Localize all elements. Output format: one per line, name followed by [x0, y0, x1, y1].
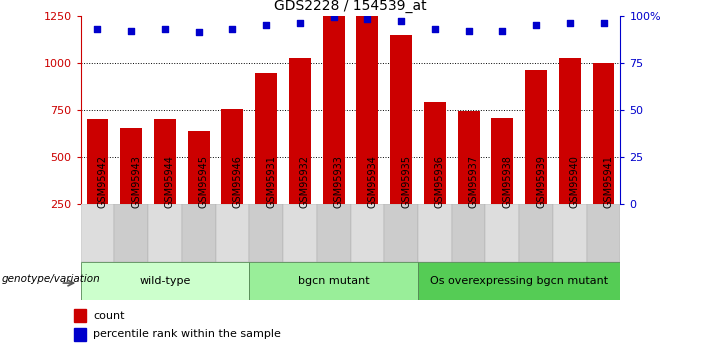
- Bar: [525, 70, 547, 204]
- Point: [598, 20, 609, 26]
- Bar: [182, 204, 216, 262]
- Text: GSM95936: GSM95936: [435, 155, 445, 208]
- Bar: [390, 35, 412, 204]
- Bar: [250, 262, 418, 300]
- Point: [531, 22, 542, 28]
- Bar: [74, 328, 86, 341]
- Text: count: count: [93, 310, 125, 321]
- Text: GSM95931: GSM95931: [266, 155, 276, 208]
- Title: GDS2228 / 154539_at: GDS2228 / 154539_at: [274, 0, 427, 13]
- Text: Os overexpressing bgcn mutant: Os overexpressing bgcn mutant: [430, 276, 608, 286]
- Point: [227, 26, 238, 31]
- Text: GSM95943: GSM95943: [131, 155, 141, 208]
- Bar: [216, 204, 250, 262]
- Text: percentile rank within the sample: percentile rank within the sample: [93, 329, 281, 339]
- Bar: [250, 204, 283, 262]
- Text: GSM95940: GSM95940: [570, 155, 580, 208]
- Bar: [255, 73, 277, 204]
- Point: [362, 17, 373, 22]
- Bar: [322, 0, 345, 204]
- Bar: [519, 204, 553, 262]
- Point: [294, 20, 306, 26]
- Bar: [350, 204, 384, 262]
- Bar: [222, 109, 243, 204]
- Bar: [451, 204, 485, 262]
- Bar: [81, 204, 114, 262]
- Text: bgcn mutant: bgcn mutant: [298, 276, 369, 286]
- Bar: [592, 63, 615, 204]
- Bar: [86, 119, 109, 204]
- Text: GSM95941: GSM95941: [604, 155, 613, 208]
- Text: wild-type: wild-type: [139, 276, 191, 286]
- Text: GSM95933: GSM95933: [334, 155, 343, 208]
- Point: [261, 22, 272, 28]
- Text: GSM95938: GSM95938: [503, 155, 512, 208]
- Bar: [418, 204, 451, 262]
- Bar: [121, 128, 142, 204]
- Bar: [458, 111, 479, 204]
- Text: GSM95935: GSM95935: [401, 155, 411, 208]
- Bar: [188, 131, 210, 204]
- Bar: [424, 102, 446, 204]
- Text: GSM95944: GSM95944: [165, 155, 175, 208]
- Bar: [491, 118, 513, 204]
- Text: GSM95946: GSM95946: [233, 155, 243, 208]
- Text: GSM95942: GSM95942: [97, 155, 107, 208]
- Text: genotype/variation: genotype/variation: [1, 274, 100, 284]
- Point: [497, 28, 508, 33]
- Bar: [418, 262, 620, 300]
- Bar: [81, 262, 250, 300]
- Point: [395, 18, 407, 24]
- Point: [125, 28, 137, 33]
- Point: [328, 14, 339, 20]
- Text: GSM95937: GSM95937: [468, 155, 479, 208]
- Text: GSM95934: GSM95934: [367, 155, 377, 208]
- Bar: [384, 204, 418, 262]
- Bar: [114, 204, 148, 262]
- Bar: [485, 204, 519, 262]
- Bar: [148, 204, 182, 262]
- Point: [193, 30, 204, 35]
- Bar: [289, 58, 311, 204]
- Point: [92, 26, 103, 31]
- Point: [429, 26, 440, 31]
- Bar: [559, 58, 580, 204]
- Bar: [587, 204, 620, 262]
- Bar: [356, 0, 379, 204]
- Point: [463, 28, 474, 33]
- Text: GSM95945: GSM95945: [198, 155, 209, 208]
- Bar: [283, 204, 317, 262]
- Point: [564, 20, 576, 26]
- Text: GSM95939: GSM95939: [536, 155, 546, 208]
- Text: GSM95932: GSM95932: [300, 155, 310, 208]
- Bar: [317, 204, 350, 262]
- Point: [159, 26, 170, 31]
- Bar: [553, 204, 587, 262]
- Bar: [74, 309, 86, 322]
- Bar: [154, 119, 176, 204]
